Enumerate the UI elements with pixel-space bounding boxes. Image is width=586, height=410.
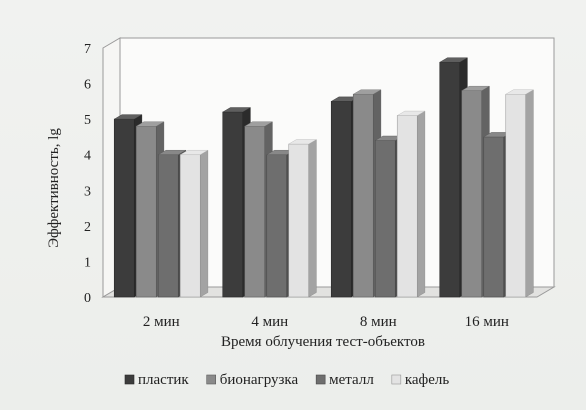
bar <box>396 110 426 298</box>
x-tick-label: 4 мин <box>251 314 288 330</box>
y-tick-label: 6 <box>84 78 91 93</box>
legend-item: кафель <box>391 372 450 388</box>
bars-group <box>113 57 535 298</box>
y-tick-label: 7 <box>84 42 91 57</box>
y-tick-label: 5 <box>84 113 91 128</box>
legend-swatch <box>206 374 217 385</box>
y-axis-ticks: 0 1 2 3 4 5 6 7 <box>84 42 91 306</box>
legend-label: пластик <box>138 372 189 388</box>
legend-item: бионагрузка <box>206 372 299 388</box>
legend: пластик бионагрузка металл кафель <box>124 372 450 388</box>
x-tick-label: 8 мин <box>360 314 397 330</box>
x-tick-label: 16 мин <box>465 314 509 330</box>
legend-item: пластик <box>124 372 189 388</box>
x-axis-title: Время облучения тест-объектов <box>221 334 425 350</box>
legend-item: металл <box>315 372 374 388</box>
y-tick-label: 3 <box>84 184 91 199</box>
y-axis-title: Эффективность, lg <box>46 128 62 248</box>
legend-label: кафель <box>405 372 450 388</box>
legend-label: металл <box>329 372 374 388</box>
y-tick-label: 4 <box>84 149 91 164</box>
y-tick-label: 0 <box>84 291 91 306</box>
legend-label: бионагрузка <box>220 372 299 388</box>
x-tick-label: 2 мин <box>143 314 180 330</box>
legend-swatch <box>315 374 326 385</box>
bar <box>179 149 209 298</box>
y-tick-label: 1 <box>84 255 91 270</box>
x-axis-labels: 2 мин 4 мин 8 мин 16 мин <box>143 314 509 330</box>
legend-swatch <box>124 374 135 385</box>
y-tick-label: 2 <box>84 220 91 235</box>
bar <box>505 89 535 298</box>
legend-swatch <box>391 374 402 385</box>
bar <box>288 139 318 298</box>
